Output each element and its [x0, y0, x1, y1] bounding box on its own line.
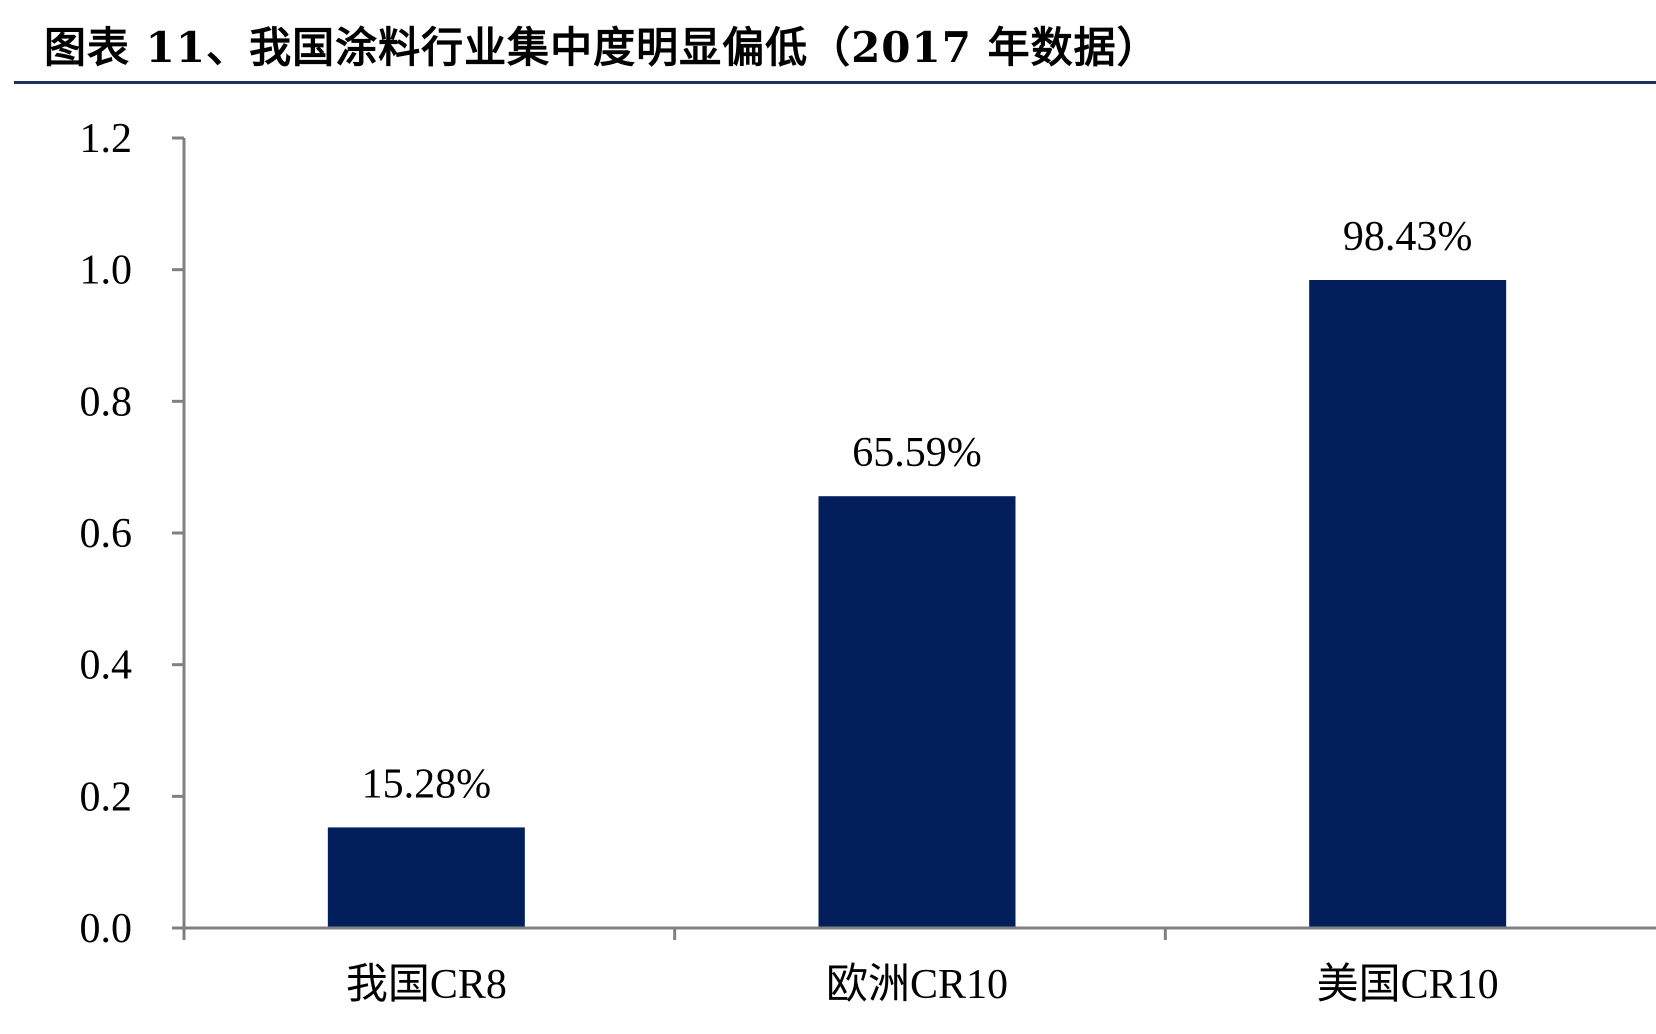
bar — [1309, 280, 1507, 927]
data-label: 98.43% — [1343, 214, 1473, 260]
labels: 0.0 0.2 0.4 0.6 0.8 1.0 1.2 15.28% 我国CR8 65.59% 欧洲… — [80, 116, 1499, 1008]
y-tick-label: 0.8 — [80, 379, 133, 425]
x-tick-label: 欧洲CR10 — [826, 962, 1008, 1008]
data-label: 65.59% — [852, 430, 982, 476]
bar — [818, 496, 1016, 927]
x-tick-label: 我国CR8 — [346, 962, 507, 1008]
bar — [327, 827, 525, 927]
bars — [327, 280, 1507, 927]
data-label: 15.28% — [362, 761, 492, 807]
y-tick-label: 0.0 — [80, 906, 133, 952]
x-tick-label: 美国CR10 — [1317, 962, 1499, 1008]
y-tick-label: 1.0 — [80, 248, 133, 294]
y-tick-label: 1.2 — [80, 116, 133, 162]
title-rule — [14, 81, 1656, 84]
axes — [172, 136, 1656, 940]
chart-title: 图表 11、我国涂料行业集中度明显偏低（2017 年数据） — [44, 23, 1160, 72]
y-tick-label: 0.6 — [80, 511, 133, 557]
y-tick-label: 0.4 — [80, 643, 133, 689]
y-tick-label: 0.2 — [80, 774, 133, 820]
